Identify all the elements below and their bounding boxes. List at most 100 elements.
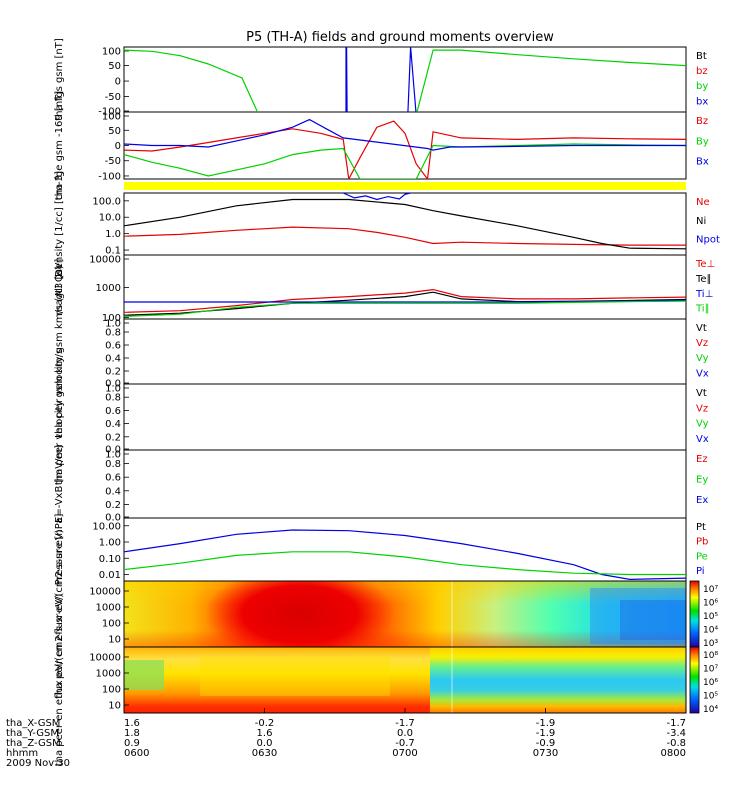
legend-Vy: Vy <box>696 353 709 364</box>
legend-Vx: Vx <box>696 368 709 379</box>
y-tick-label: 0.4 <box>105 354 121 365</box>
fge-series-Bz <box>124 120 686 179</box>
y-tick-label: -50 <box>105 92 121 103</box>
y-tick-label: 1000 <box>96 669 121 680</box>
y-tick-label: 1.00 <box>99 538 121 549</box>
fge-ylabel: tha fge gsm -169 [nT] <box>54 91 65 200</box>
y-tick-label: 100.0 <box>92 196 121 207</box>
y-tick-label: 100 <box>102 47 121 58</box>
xaxis-value: 0700 <box>392 748 417 759</box>
legend-Pb: Pb <box>696 537 708 548</box>
y-tick-label: 0.10 <box>99 554 121 565</box>
temperature-ylabel: magt3 [eV] <box>54 259 65 316</box>
legend-Ey: Ey <box>696 475 708 486</box>
fgs-frame <box>123 46 687 113</box>
temperature-frame <box>123 254 687 320</box>
legend-Bt: Bt <box>696 51 707 62</box>
y-tick-label: 1000 <box>96 283 121 294</box>
fge-series-By <box>124 143 686 179</box>
y-tick-label: 10000 <box>89 653 121 664</box>
vel_e-frame <box>123 383 687 451</box>
pressure-series-Pi <box>124 529 686 581</box>
y-tick-label: 0.0 <box>105 445 121 456</box>
xaxis-value: -0.9 <box>536 738 556 749</box>
y-tick-label: 0.2 <box>105 432 121 443</box>
pressure-ylabel: Pressure [nPa] <box>54 514 65 586</box>
xaxis-value: -1.7 <box>395 718 415 729</box>
density-series-Ni <box>124 198 686 250</box>
density-ylabel: Density [1/cc] [cm-3] <box>54 171 65 277</box>
xaxis-value: 1.8 <box>124 728 140 739</box>
ion-spectrogram <box>124 581 686 647</box>
y-tick-label: 1.0 <box>105 229 121 240</box>
legend-Vt: Vt <box>696 323 707 334</box>
colorbar-tick-label: 10⁶ <box>703 678 718 688</box>
y-tick-label: 100 <box>102 685 121 696</box>
figure-title: P5 (TH-A) fields and ground moments over… <box>246 30 554 45</box>
legend-Pe: Pe <box>696 551 708 562</box>
xaxis-value: 1.6 <box>257 728 273 739</box>
legend-bx: bx <box>696 96 708 107</box>
elec_spec-ylabel: tha peer en eflux eV/(cm2-s-sr-eV) <box>54 594 65 767</box>
legend-Ni: Ni <box>696 216 706 227</box>
xaxis-value: 0630 <box>252 748 277 759</box>
y-tick-label: 10 <box>108 635 121 646</box>
y-tick-label: 100 <box>102 112 121 123</box>
xaxis-value: -3.4 <box>666 728 686 739</box>
legend-Bx: Bx <box>696 157 709 168</box>
colorbar-tick-label: 10⁷ <box>703 585 718 595</box>
legend-Vy: Vy <box>696 419 709 430</box>
y-tick-label: 100 <box>102 313 121 324</box>
pressure-series-Pe <box>124 551 686 576</box>
legend-By: By <box>696 136 709 147</box>
fgs-ylabel: tha fgs gsm [nT] <box>54 38 65 121</box>
colorbar-tick-label: 10⁶ <box>703 599 718 609</box>
colorbar-tick-label: 10⁷ <box>703 665 718 675</box>
xaxis-value: -0.7 <box>395 738 415 749</box>
y-tick-label: 50 <box>108 126 121 137</box>
xaxis-value: -0.8 <box>666 738 686 749</box>
y-tick-label: 0.6 <box>105 406 121 417</box>
xaxis-value: 0600 <box>124 748 149 759</box>
y-tick-label: 0.4 <box>105 419 121 430</box>
ion_spec-ylabel: tha peir en eflux eV/(cm2-s-sr-eV) <box>54 529 65 698</box>
vel_i-frame <box>123 318 687 385</box>
xaxis-value: 0800 <box>661 748 686 759</box>
legend-Pi: Pi <box>696 566 705 577</box>
fgs-series-bx <box>345 47 417 112</box>
y-tick-label: 0.8 <box>105 393 121 404</box>
y-tick-label: -50 <box>105 156 121 167</box>
y-tick-label: 0.8 <box>105 328 121 339</box>
fge-series-Bx <box>124 118 686 151</box>
legend-bz: bz <box>696 66 708 77</box>
y-tick-label: -100 <box>98 107 121 118</box>
density-frame <box>123 192 687 256</box>
electron-colorbar <box>689 646 700 714</box>
y-tick-label: 0.1 <box>105 246 121 257</box>
xaxis-value: 0.0 <box>257 738 273 749</box>
y-tick-label: -100 <box>98 171 121 182</box>
y-tick-label: 0.8 <box>105 459 121 470</box>
xaxis-value: -1.9 <box>536 728 556 739</box>
y-tick-label: 0.0 <box>105 513 121 524</box>
y-tick-label: 100 <box>102 619 121 630</box>
quality-flag-bar <box>124 182 686 190</box>
legend-Ti∥: Ti∥ <box>695 304 710 315</box>
xaxis-row-label: tha_Z-GSM <box>6 738 61 749</box>
legend-Ne: Ne <box>696 197 710 208</box>
legend-by: by <box>696 81 708 92</box>
fgs-series-by <box>124 49 686 112</box>
xaxis-value: -1.7 <box>666 718 686 729</box>
y-tick-label: 1.0 <box>105 450 121 461</box>
legend-Ex: Ex <box>696 495 708 506</box>
y-tick-label: 0.01 <box>99 570 121 581</box>
legend-Bz: Bz <box>696 116 708 127</box>
legend-Vz: Vz <box>696 338 708 349</box>
temperature-series-Ti⊥ <box>124 299 686 303</box>
y-tick-label: 10000 <box>89 255 121 266</box>
xaxis-value: 0730 <box>533 748 558 759</box>
date-label: 2009 Nov 30 <box>6 758 70 769</box>
y-tick-label: 10.00 <box>92 521 121 532</box>
xaxis-row-label: hhmm <box>6 748 38 759</box>
